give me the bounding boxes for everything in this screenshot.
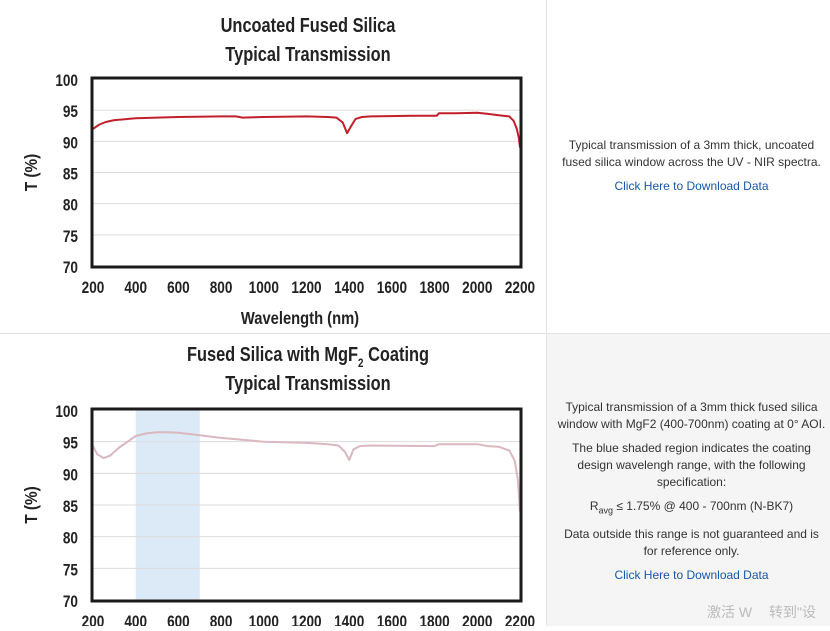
x-tick-label: 1200 (291, 279, 321, 298)
chart-cell-mgf2: Fused Silica with MgF2 Coating Typical T… (0, 334, 547, 631)
x-tick-label: 600 (167, 613, 190, 626)
x-tick-label: 1000 (249, 613, 279, 626)
y-tick-label: 90 (63, 134, 78, 153)
y-tick-label: 70 (63, 593, 78, 612)
x-tick-label: 800 (210, 613, 233, 626)
x-tick-label: 1200 (291, 613, 321, 626)
plot-frame (90, 407, 523, 603)
specification: Ravg ≤ 1.75% @ 400 - 700nm (N-BK7) (589, 499, 794, 516)
x-tick-label: 200 (82, 613, 105, 626)
x-tick-label: 1600 (377, 279, 407, 298)
y-tick-label: 85 (63, 498, 79, 517)
plot-frame (90, 76, 523, 269)
x-tick-label: 1600 (377, 613, 407, 626)
x-tick-label: 2000 (462, 613, 492, 626)
chart-title-line1: Uncoated Fused Silica (221, 13, 397, 36)
chart-mgf2: Fused Silica with MgF2 Coating Typical T… (21, 342, 535, 631)
description-cell-uncoated: Typical transmission of a 3mm thick, unc… (547, 0, 830, 334)
chart-cell-uncoated: Uncoated Fused Silica Typical Transmissi… (0, 0, 547, 334)
chart-uncoated: Uncoated Fused Silica Typical Transmissi… (21, 13, 535, 329)
y-tick-label: 75 (63, 561, 79, 580)
transmission-curve (92, 111, 521, 148)
download-data-link[interactable]: Click Here to Download Data (614, 179, 769, 193)
x-tick-label: 1400 (334, 613, 364, 626)
description-text: Typical transmission of a 3mm thick, unc… (562, 138, 821, 169)
x-axis-label: Wavelength (nm) (241, 309, 359, 329)
description-text: Typical transmission of a 3mm thick fuse… (557, 400, 826, 431)
description-text: The blue shaded region indicates the coa… (572, 441, 811, 489)
y-axis-label: T (%) (21, 486, 41, 523)
download-data-link[interactable]: Click Here to Download Data (614, 568, 769, 583)
x-tick-label: 1800 (419, 613, 449, 626)
y-tick-label: 90 (63, 466, 78, 485)
x-tick-label: 1400 (334, 279, 364, 298)
y-tick-label: 80 (63, 196, 78, 215)
x-tick-label: 2000 (462, 279, 492, 298)
x-tick-label: 800 (210, 279, 233, 298)
y-tick-label: 100 (55, 403, 78, 422)
y-tick-label: 95 (63, 103, 79, 122)
y-axis-label: T (%) (21, 154, 41, 191)
x-tick-label: 1800 (419, 279, 449, 298)
x-tick-label: 200 (82, 279, 105, 298)
x-tick-label: 2200 (505, 613, 535, 626)
x-tick-label: 400 (124, 279, 147, 298)
disclaimer: Data outside this range is not guarantee… (564, 527, 819, 559)
chart-title-line2: Typical Transmission (225, 42, 390, 65)
chart-title-line1: Fused Silica with MgF2 Coating (187, 342, 429, 370)
watermark: 转到"设 (769, 604, 816, 620)
y-tick-label: 85 (63, 165, 79, 184)
y-tick-label: 80 (63, 529, 78, 548)
y-tick-label: 100 (55, 72, 78, 91)
y-tick-label: 95 (63, 434, 79, 453)
chart-title-line2: Typical Transmission (225, 371, 390, 394)
x-tick-label: 400 (124, 613, 147, 626)
watermark: 激活 W (707, 604, 753, 620)
x-tick-label: 1000 (249, 279, 279, 298)
x-tick-label: 600 (167, 279, 190, 298)
y-tick-label: 75 (63, 227, 79, 246)
x-tick-label: 2200 (505, 279, 535, 298)
y-tick-label: 70 (63, 259, 78, 278)
description-cell-mgf2: Typical transmission of a 3mm thick fuse… (547, 334, 830, 626)
transmission-curve (92, 431, 521, 512)
